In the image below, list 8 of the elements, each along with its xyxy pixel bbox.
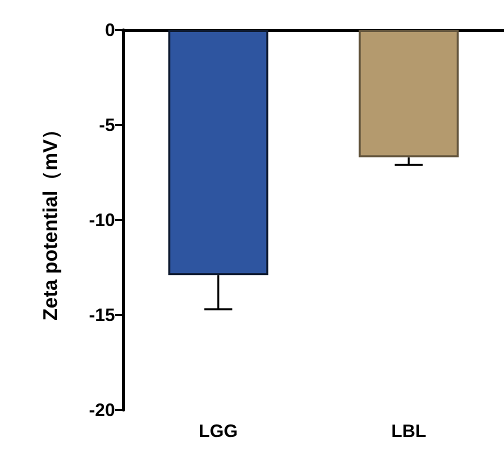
y-tick-label: -20 <box>88 400 115 420</box>
y-tick-label: -5 <box>98 115 115 135</box>
y-tick-label: -15 <box>88 305 115 325</box>
x-tick-label: LGG <box>198 421 238 441</box>
x-tick-label: LBL <box>391 421 426 441</box>
y-tick-label: 0 <box>104 20 115 40</box>
y-axis-title: Zeta potential（mV） <box>40 119 62 321</box>
y-tick-label: -10 <box>88 210 115 230</box>
